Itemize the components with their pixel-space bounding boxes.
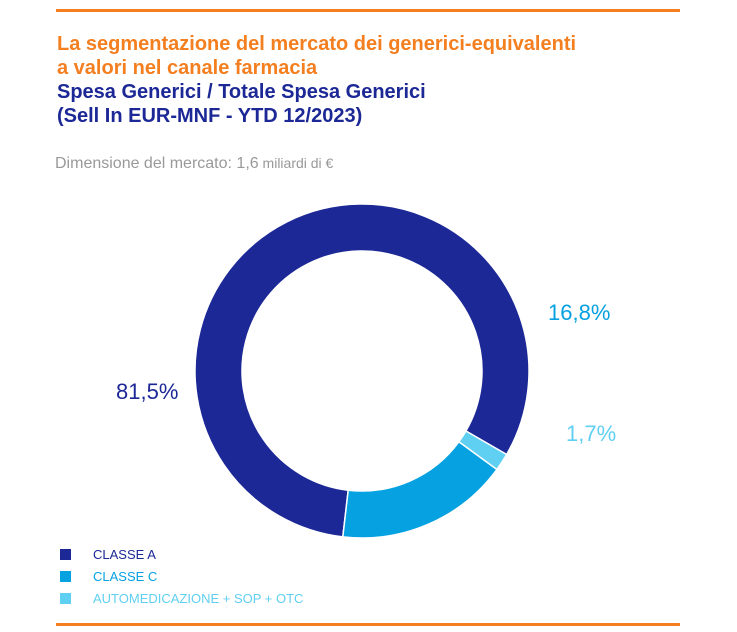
slice-label-automedicazione: 1,7% [566,421,617,446]
donut-slice-automedicazione [457,429,508,471]
market-size-label: Dimensione del mercato: 1,6 [55,155,259,172]
legend-item-classe-c: CLASSE C [60,565,303,587]
chart-subtitle-line-2: (Sell In EUR-MNF - YTD 12/2023) [57,105,363,127]
legend-label: CLASSE A [93,546,156,562]
bottom-divider [56,623,680,626]
legend-swatch [60,548,71,560]
top-divider [56,9,680,12]
legend: CLASSE A CLASSE C AUTOMEDICAZIONE + SOP … [60,543,303,609]
chart-title-line-1: La segmentazione del mercato dei generic… [57,33,577,55]
chart-title-block: La segmentazione del mercato dei generic… [57,32,576,128]
chart-subtitle-line-1: Spesa Generici / Totale Spesa Generici [57,81,426,103]
legend-item-automedicazione: AUTOMEDICAZIONE + SOP + OTC [60,587,303,609]
donut-slice-classe-c [341,440,498,539]
legend-swatch [60,592,71,604]
slice-label-classe-a: 81,5% [116,379,179,404]
donut-slice-classe-a [194,203,530,538]
legend-swatch [60,570,71,582]
slice-label-classe-c: 16,8% [548,300,611,325]
legend-item-classe-a: CLASSE A [60,543,303,565]
chart-title-line-2: a valori nel canale farmacia [57,57,318,79]
market-size-unit: miliardi di € [258,155,334,171]
legend-label: AUTOMEDICAZIONE + SOP + OTC [93,590,304,606]
market-size-text: Dimensione del mercato: 1,6 miliardi di … [55,155,333,173]
legend-label: CLASSE C [93,568,158,584]
